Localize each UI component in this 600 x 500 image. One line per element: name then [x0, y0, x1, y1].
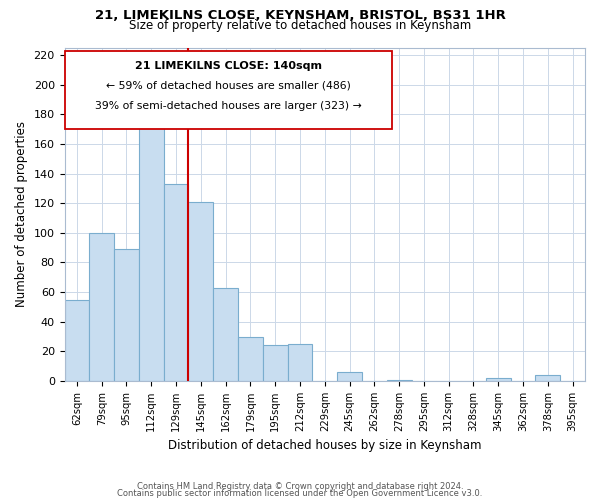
Bar: [238, 336, 263, 381]
Bar: [65, 300, 89, 381]
Text: Contains public sector information licensed under the Open Government Licence v3: Contains public sector information licen…: [118, 488, 482, 498]
Bar: [387, 380, 412, 381]
Bar: [213, 288, 238, 381]
Bar: [535, 375, 560, 381]
Bar: [114, 249, 139, 381]
Bar: [89, 233, 114, 381]
Bar: [188, 202, 213, 381]
Bar: [164, 184, 188, 381]
Bar: [287, 344, 313, 381]
Y-axis label: Number of detached properties: Number of detached properties: [15, 122, 28, 308]
Text: Contains HM Land Registry data © Crown copyright and database right 2024.: Contains HM Land Registry data © Crown c…: [137, 482, 463, 491]
Bar: [337, 372, 362, 381]
Bar: [139, 122, 164, 381]
Text: ← 59% of detached houses are smaller (486): ← 59% of detached houses are smaller (48…: [106, 81, 351, 91]
Text: Size of property relative to detached houses in Keynsham: Size of property relative to detached ho…: [129, 19, 471, 32]
Bar: [263, 346, 287, 381]
Text: 39% of semi-detached houses are larger (323) →: 39% of semi-detached houses are larger (…: [95, 101, 362, 111]
X-axis label: Distribution of detached houses by size in Keynsham: Distribution of detached houses by size …: [168, 440, 482, 452]
Text: 21, LIMEKILNS CLOSE, KEYNSHAM, BRISTOL, BS31 1HR: 21, LIMEKILNS CLOSE, KEYNSHAM, BRISTOL, …: [95, 9, 505, 22]
Bar: [486, 378, 511, 381]
FancyBboxPatch shape: [65, 51, 392, 129]
Text: 21 LIMEKILNS CLOSE: 140sqm: 21 LIMEKILNS CLOSE: 140sqm: [135, 61, 322, 71]
